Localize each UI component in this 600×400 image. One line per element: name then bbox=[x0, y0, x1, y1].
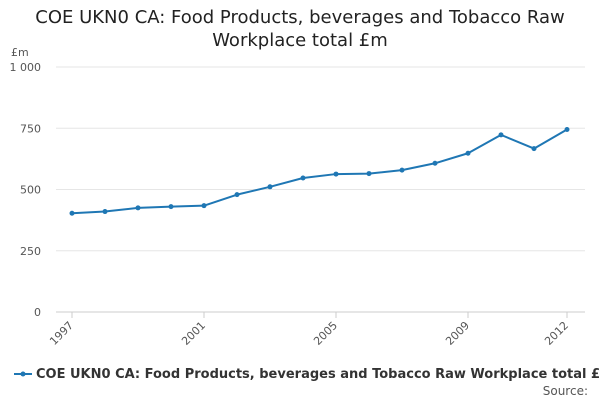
x-tick-label: 1997 bbox=[47, 319, 76, 348]
x-tick-labels: 1997 2001 2005 2009 2012 bbox=[47, 312, 571, 348]
chart-title-line-1: COE UKN0 CA: Food Products, beverages an… bbox=[35, 7, 565, 28]
data-point[interactable] bbox=[399, 167, 405, 173]
x-tick-label: 2001 bbox=[179, 319, 208, 348]
chart-title-line-2: Workplace total £m bbox=[212, 30, 388, 51]
y-axis-unit-label: £m bbox=[11, 46, 29, 59]
y-tick-label: 1 000 bbox=[10, 61, 42, 74]
data-point[interactable] bbox=[69, 210, 75, 216]
y-tick-label: 500 bbox=[20, 184, 41, 197]
y-tick-label: 0 bbox=[34, 306, 41, 319]
x-tick-label: 2009 bbox=[443, 319, 472, 348]
grid-lines bbox=[56, 66, 585, 252]
data-point[interactable] bbox=[168, 204, 174, 210]
y-tick-label: 250 bbox=[20, 245, 41, 258]
x-tick-label: 2005 bbox=[311, 319, 340, 348]
data-point[interactable] bbox=[531, 146, 537, 152]
data-point[interactable] bbox=[366, 171, 372, 177]
y-tick-label: 750 bbox=[20, 122, 41, 135]
data-point[interactable] bbox=[135, 205, 141, 211]
chart-title: COE UKN0 CA: Food Products, beverages an… bbox=[0, 6, 600, 52]
data-point[interactable] bbox=[432, 160, 438, 166]
data-point[interactable] bbox=[333, 171, 339, 177]
series-line bbox=[71, 128, 568, 215]
y-tick-labels: 0 250 500 750 1 000 bbox=[10, 61, 42, 319]
legend-marker-icon bbox=[14, 371, 32, 377]
data-point[interactable] bbox=[564, 126, 570, 132]
data-point[interactable] bbox=[465, 150, 471, 156]
data-point[interactable] bbox=[267, 184, 273, 190]
data-point[interactable] bbox=[498, 132, 504, 138]
data-point[interactable] bbox=[234, 192, 240, 198]
data-point[interactable] bbox=[201, 203, 207, 209]
data-point[interactable] bbox=[102, 209, 108, 215]
series bbox=[69, 126, 570, 216]
legend-label: COE UKN0 CA: Food Products, beverages an… bbox=[36, 366, 600, 382]
x-tick-label: 2012 bbox=[542, 319, 571, 348]
source-label: Source: bbox=[542, 384, 588, 398]
data-point[interactable] bbox=[300, 175, 306, 181]
legend[interactable]: COE UKN0 CA: Food Products, beverages an… bbox=[14, 366, 600, 382]
